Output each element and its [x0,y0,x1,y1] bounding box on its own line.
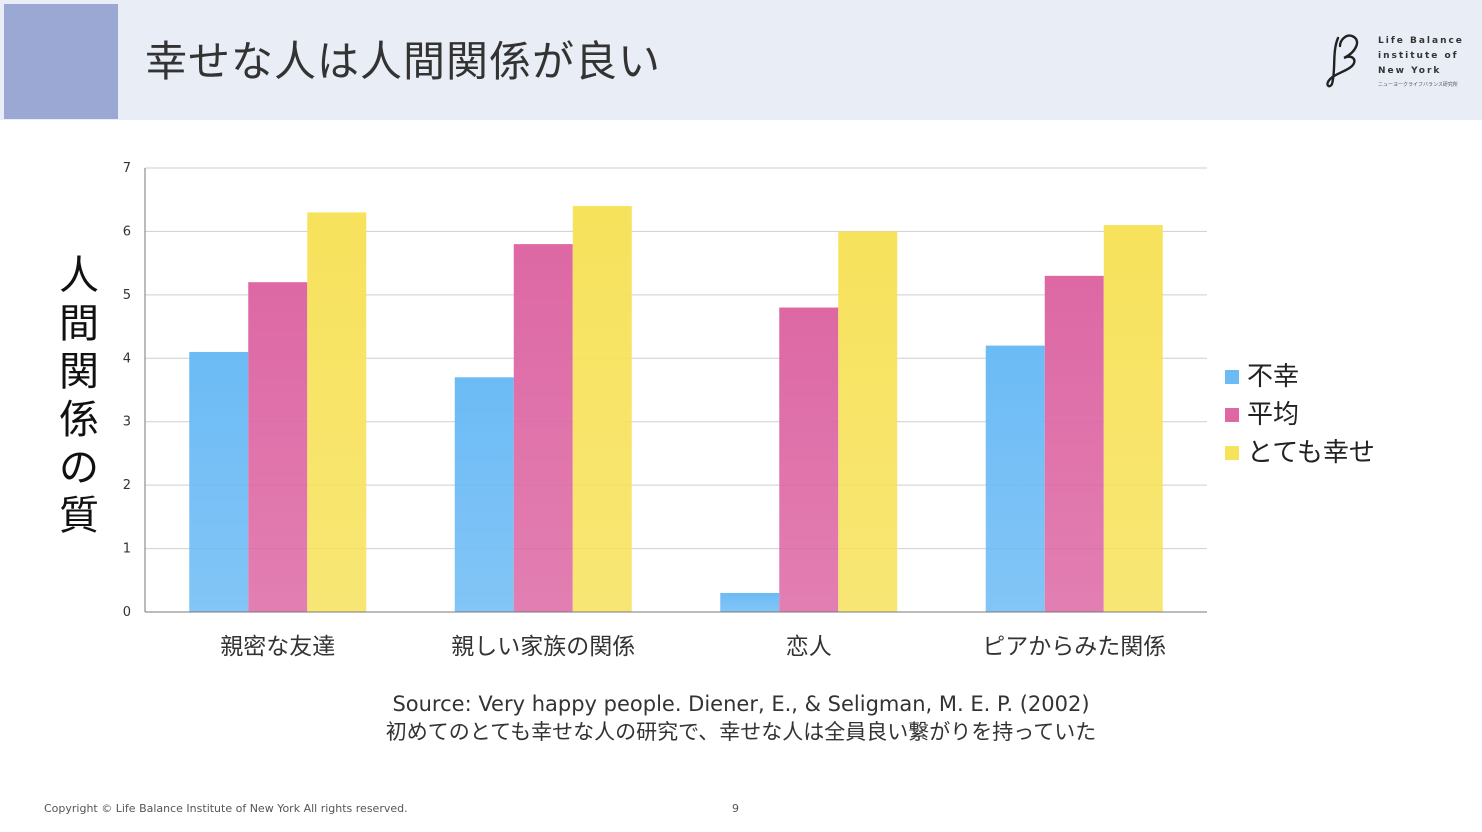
bar-average [248,282,308,612]
logo-line-3: New York [1378,66,1442,76]
slide-header [0,0,1482,120]
legend-swatch [1225,408,1239,422]
chart-legend: 不幸 平均 とても幸せ [1225,358,1375,472]
header-accent-block [4,4,118,119]
bar-chart: 0 1 2 3 4 5 6 7 親密な友達 親しい家族の関係 恋人 ピアからみた関係 [123,161,1207,660]
logo-text: Life Balance institute of New York [1378,34,1464,79]
y-axis-label-char: 関 [59,349,99,395]
legend-item: とても幸せ [1225,434,1375,472]
x-category-label: 恋人 [786,634,832,660]
x-category-label: 親しい家族の関係 [451,634,635,660]
source-citation: Source: Very happy people. Diener, E., &… [0,690,1482,746]
bar-average [1044,275,1104,612]
x-category-label: ピアからみた関係 [982,634,1166,660]
bar-average [513,244,573,612]
bar-very-happy [572,206,632,613]
y-tick-label: 3 [123,415,131,430]
y-axis-label-char: 人 [59,253,99,299]
bar-unhappy [454,377,514,612]
legend-item: 不幸 [1225,358,1375,396]
legend-swatch [1225,370,1239,384]
bar-very-happy [1103,225,1163,613]
y-tick-label: 5 [123,288,131,303]
y-tick-label: 2 [123,478,131,493]
copyright-text: Copyright © Life Balance Institute of Ne… [44,802,408,815]
y-axis-label: 人間関係の質 [56,252,102,540]
y-tick-label: 1 [123,542,131,557]
legend-swatch [1225,446,1239,460]
logo-mark-icon [1326,34,1359,88]
y-tick-label: 4 [123,351,131,366]
y-axis-label-char: 係 [59,397,99,443]
y-tick-label: 0 [123,605,131,620]
logo-line-2: institute of [1378,51,1459,61]
bar-unhappy [720,592,780,612]
bar-average [779,307,839,612]
source-line-1: Source: Very happy people. Diener, E., &… [392,692,1090,716]
institute-logo: Life Balance institute of New York ニューヨー… [1322,30,1462,92]
y-tick-label: 6 [123,224,131,239]
legend-item: 平均 [1225,396,1375,434]
legend-label: 不幸 [1247,362,1300,392]
source-line-2: 初めてのとても幸せな人の研究で、幸せな人は全員良い繋がりを持っていた [385,720,1097,744]
legend-label: とても幸せ [1247,438,1375,468]
logo-subtitle: ニューヨークライフバランス研究所 [1378,82,1458,88]
page-number: 9 [732,802,739,815]
y-axis-label-char: 間 [59,301,99,347]
y-axis-label-char: の [59,445,99,491]
bar-unhappy [189,351,249,612]
slide-title: 幸せな人は人間関係が良い [145,37,662,86]
x-category-label: 親密な友達 [220,634,335,660]
bar-very-happy [307,212,367,612]
bar-very-happy [838,231,898,612]
y-tick-label: 7 [123,161,131,176]
bar-unhappy [985,345,1045,612]
logo-line-1: Life Balance [1378,36,1464,46]
y-axis-label-char: 質 [59,493,99,539]
legend-label: 平均 [1247,400,1300,430]
